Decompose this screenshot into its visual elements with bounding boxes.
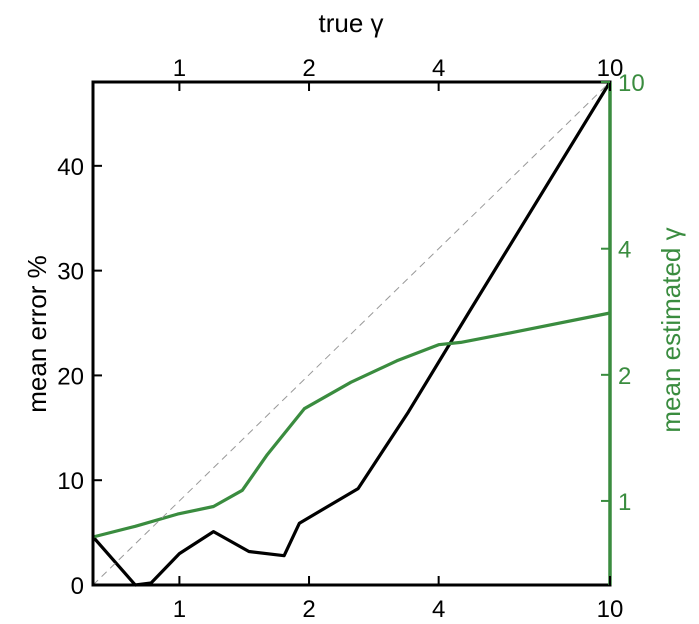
y-tick-label-left: 0	[71, 573, 84, 600]
x-tick-label-top: 2	[302, 55, 315, 82]
top-axis-title: true γ	[318, 8, 383, 38]
x-tick-label-top: 10	[597, 55, 624, 82]
x-tick-label-bottom: 4	[432, 596, 445, 623]
left-axis-title: mean error %	[22, 255, 52, 413]
identity-reference-line	[92, 81, 611, 586]
mean-estimated-gamma-line	[92, 311, 611, 539]
y-tick-label-right: 10	[618, 70, 645, 97]
y-tick-label-right: 1	[618, 489, 631, 516]
y-tick-label-left: 30	[57, 259, 84, 286]
x-tick-label-bottom: 2	[302, 596, 315, 623]
y-tick-label-left: 20	[57, 363, 84, 390]
right-axis-title: mean estimated γ	[656, 227, 686, 432]
y-tick-label-right: 2	[618, 363, 631, 390]
x-tick-label-top: 4	[432, 55, 445, 82]
x-tick-label-bottom: 10	[597, 596, 624, 623]
x-tick-label-bottom: 1	[173, 596, 186, 623]
y-tick-label-left: 40	[57, 154, 84, 181]
x-tick-label-top: 1	[173, 55, 186, 82]
y-tick-label-right: 4	[618, 237, 631, 264]
mean-error-line	[91, 81, 612, 587]
plot-layer	[91, 81, 612, 587]
y-tick-label-left: 10	[57, 468, 84, 495]
